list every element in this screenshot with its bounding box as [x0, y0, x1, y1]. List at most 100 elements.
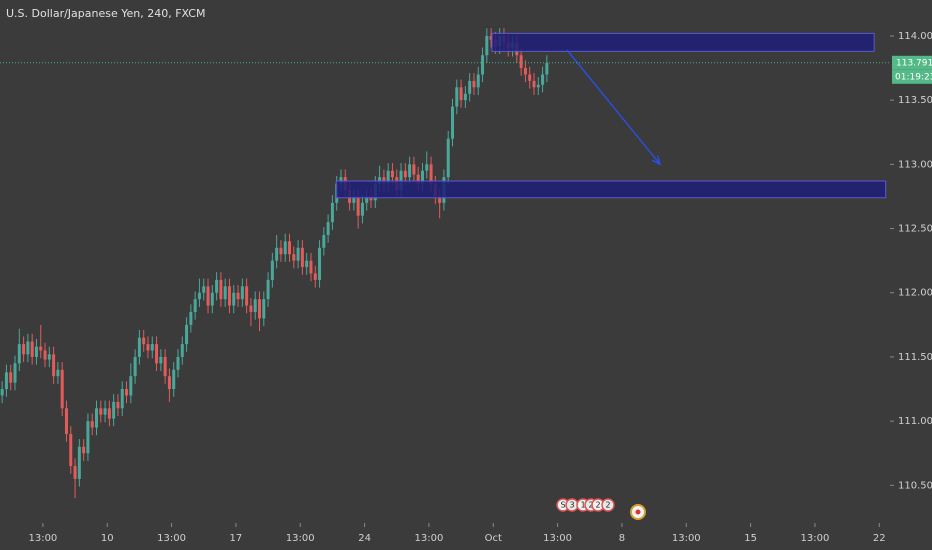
y-tick-label: 113.000: [898, 159, 932, 170]
event-label: 2: [588, 501, 593, 510]
x-tick-label: 10: [101, 533, 114, 544]
candle-body: [223, 286, 227, 300]
arrow-head: [651, 155, 662, 166]
candle-body: [523, 68, 527, 75]
candle-body: [481, 55, 485, 75]
candle-body: [451, 106, 455, 139]
x-tick-label: Oct: [485, 533, 502, 544]
candle-body: [253, 299, 257, 312]
candle-body: [279, 247, 283, 255]
candle-body: [202, 286, 206, 293]
candle-body: [485, 35, 489, 56]
arrow: [566, 49, 661, 165]
candle-body: [9, 372, 13, 383]
y-tick-label: 111.500: [898, 352, 932, 363]
candle-body: [356, 196, 360, 216]
candle-body: [300, 247, 304, 268]
x-tick-label: 17: [230, 533, 243, 544]
candle-body: [163, 356, 167, 377]
candle-body: [536, 84, 540, 88]
candle-body: [77, 446, 81, 479]
x-tick-label: 13:00: [672, 533, 701, 544]
candle-body: [17, 344, 21, 364]
candle-body: [292, 254, 296, 261]
candle-body: [382, 177, 386, 184]
candle-body: [159, 356, 163, 364]
zone: [491, 32, 875, 52]
event-label: 1: [580, 501, 585, 510]
candle-body: [519, 55, 523, 69]
candle-body: [446, 138, 450, 178]
candle-body: [206, 286, 210, 306]
candle-body: [56, 369, 60, 377]
candle-body: [215, 279, 219, 293]
countdown-tag: [892, 69, 932, 84]
candle-body: [390, 170, 394, 178]
candle-body: [408, 164, 412, 178]
x-tick-label: 24: [358, 533, 371, 544]
candle-body: [545, 62, 549, 75]
candle-body: [39, 346, 43, 351]
last-price-tag: [892, 55, 932, 70]
candle-body: [232, 292, 236, 306]
candle-body: [541, 74, 545, 85]
candle-body: [82, 446, 86, 454]
x-tick-label: 13:00: [286, 533, 315, 544]
candle-body: [236, 292, 240, 300]
candle-body: [133, 356, 137, 377]
candle-body: [455, 87, 459, 107]
candle-body: [4, 372, 8, 390]
candle-body: [210, 292, 214, 306]
y-tick-label: 113.500: [898, 95, 932, 106]
x-tick-label: 22: [873, 533, 886, 544]
candle-body: [34, 346, 38, 357]
candle-body: [403, 170, 407, 178]
candle-body: [193, 299, 197, 312]
candle-body: [270, 260, 274, 280]
candle-body: [107, 408, 111, 419]
candle-body: [438, 196, 442, 203]
candle-body: [352, 196, 356, 203]
candle-body: [266, 279, 270, 300]
event-label: 3: [569, 501, 574, 510]
candle-body: [30, 341, 34, 357]
candle-body: [180, 344, 184, 357]
candle-body: [322, 234, 326, 248]
candle-body: [386, 170, 390, 184]
event-icon-dot: [635, 509, 641, 515]
candle-body: [99, 408, 103, 415]
candle-body: [296, 247, 300, 261]
candle-body: [305, 260, 309, 268]
event-label: 2: [595, 501, 600, 510]
candle-body: [339, 177, 343, 184]
event-label: S: [560, 501, 565, 510]
candle-body: [459, 87, 463, 101]
candle-body: [86, 421, 90, 454]
zone: [335, 180, 887, 199]
x-tick-label: 13:00: [157, 533, 186, 544]
candle-body: [150, 344, 154, 351]
candle-body: [129, 376, 133, 396]
candle-body: [472, 80, 476, 88]
candle-body: [112, 401, 116, 419]
x-tick-label: 15: [744, 533, 757, 544]
y-tick-label: 111.000: [898, 416, 932, 427]
candle-body: [155, 344, 159, 364]
candle-body: [0, 389, 4, 396]
candle-body: [416, 174, 420, 184]
candle-body: [69, 433, 73, 467]
candle-body: [309, 260, 313, 274]
candle-body: [95, 408, 99, 428]
chart-title: U.S. Dollar/Japanese Yen, 240, FXCM: [6, 7, 205, 20]
candle-body: [378, 177, 382, 184]
y-tick-label: 114.000: [898, 31, 932, 42]
candle-body: [365, 196, 369, 203]
y-tick-label: 112.000: [898, 288, 932, 299]
candle-body: [176, 356, 180, 370]
candle-body: [249, 305, 253, 312]
candle-body: [13, 363, 17, 383]
candle-body: [47, 354, 51, 360]
candle-body: [420, 170, 424, 184]
candle-body: [425, 164, 429, 171]
candle-body: [146, 344, 150, 351]
